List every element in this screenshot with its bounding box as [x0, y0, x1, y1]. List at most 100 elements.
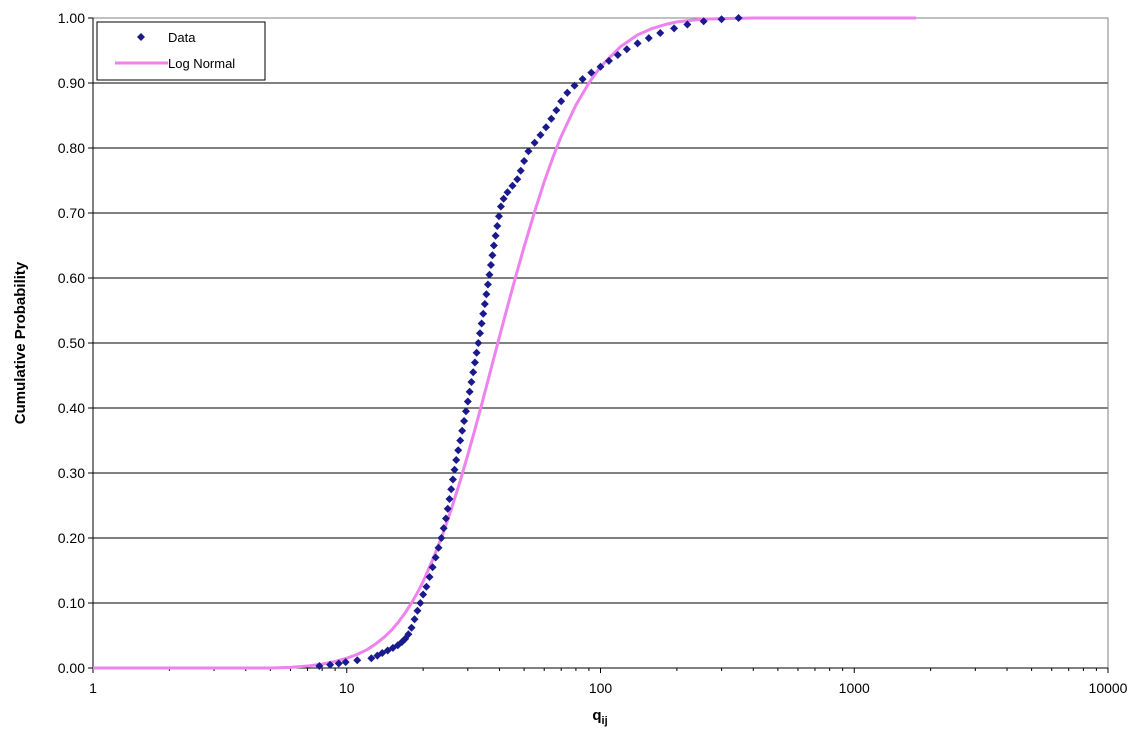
- data-point: [513, 175, 522, 184]
- data-point: [477, 319, 486, 328]
- data-point: [410, 615, 419, 624]
- data-point: [483, 280, 492, 289]
- data-point: [644, 34, 653, 43]
- data-point: [456, 436, 465, 445]
- data-point: [542, 123, 551, 132]
- x-axis-title: qij: [592, 707, 607, 727]
- data-point: [469, 368, 478, 377]
- data-point: [499, 194, 508, 203]
- data-point: [447, 485, 456, 494]
- data-point: [486, 261, 495, 269]
- data-point: [434, 543, 443, 552]
- y-tick-label: 0.20: [58, 530, 85, 546]
- data-point: [493, 222, 502, 230]
- data-point: [450, 465, 459, 474]
- data-point: [547, 114, 556, 123]
- data-point: [439, 524, 448, 533]
- x-tick-label: 1: [89, 680, 97, 696]
- data-point: [520, 157, 529, 165]
- data-point: [604, 56, 613, 65]
- y-axis: 0.00 0.10 0.20 0.30 0.40 0.50 0.60 0.70 0.80 0.90…: [58, 10, 93, 676]
- y-axis-title: Cumulative Probability: [12, 261, 29, 424]
- data-point: [656, 28, 665, 37]
- data-point: [578, 75, 587, 84]
- data-point: [404, 630, 413, 639]
- data-point: [458, 426, 467, 435]
- x-tick-label: 1000: [839, 680, 870, 696]
- data-point: [622, 45, 631, 54]
- y-tick-label: 0.00: [58, 660, 85, 676]
- y-tick-label: 0.70: [58, 205, 85, 221]
- y-tick-label: 1.00: [58, 10, 85, 26]
- data-point: [488, 251, 497, 260]
- data-point: [437, 534, 446, 542]
- x-tick-label: 10000: [1089, 680, 1128, 696]
- y-tick-label: 0.50: [58, 335, 85, 351]
- data-point: [717, 15, 726, 24]
- data-point: [467, 378, 476, 386]
- data-point: [419, 590, 428, 599]
- y-tick-label: 0.10: [58, 595, 85, 611]
- data-point: [496, 202, 505, 211]
- data-point: [530, 138, 539, 147]
- data-point: [596, 62, 605, 71]
- data-point: [422, 582, 431, 591]
- data-point: [613, 51, 622, 60]
- data-point: [460, 417, 469, 425]
- data-point: [472, 348, 481, 357]
- data-point: [448, 475, 457, 484]
- data-point: [508, 181, 517, 190]
- legend-box: [96, 21, 266, 81]
- data-point: [670, 24, 679, 33]
- data-point: [425, 573, 434, 581]
- data-point: [475, 329, 484, 338]
- data-point: [465, 387, 474, 396]
- data-point: [699, 17, 708, 26]
- series: [93, 14, 916, 671]
- data-point: [452, 456, 461, 464]
- y-tick-label: 0.30: [58, 465, 85, 481]
- data-point: [491, 231, 500, 240]
- data-point: [503, 188, 512, 197]
- data-point: [489, 241, 498, 250]
- data-point: [563, 88, 572, 97]
- data-point: [494, 212, 503, 221]
- data-point: [480, 300, 489, 308]
- y-tick-label: 0.60: [58, 270, 85, 286]
- x-axis-title-main: q: [592, 707, 601, 724]
- data-point: [326, 660, 335, 669]
- data-point: [570, 81, 579, 90]
- data-point: [334, 659, 343, 668]
- x-axis-title-subscript: ij: [602, 715, 608, 727]
- data-point: [734, 14, 743, 22]
- data-point: [463, 397, 472, 406]
- data-point: [445, 495, 454, 503]
- data-point: [378, 649, 387, 658]
- data-point: [367, 654, 376, 663]
- data-point: [482, 290, 491, 299]
- data-point: [552, 106, 561, 115]
- data-point: [557, 97, 566, 106]
- data-point: [633, 39, 642, 48]
- lognormal-line: [93, 16, 916, 670]
- data-point: [454, 446, 463, 455]
- data-point: [516, 166, 525, 175]
- data-point: [470, 358, 479, 367]
- legend-data-marker: [137, 33, 145, 41]
- data-point: [353, 656, 362, 665]
- data-point: [413, 606, 422, 615]
- legend-lognormal-label: Log Normal: [168, 56, 235, 71]
- x-tick-label: 100: [589, 680, 613, 696]
- data-point: [443, 504, 452, 513]
- data-point: [431, 553, 440, 562]
- data-point: [536, 131, 545, 139]
- data-point: [587, 68, 596, 77]
- y-tick-label: 0.40: [58, 400, 85, 416]
- data-point: [407, 623, 416, 632]
- data-point: [428, 563, 437, 572]
- y-tick-label: 0.80: [58, 140, 85, 156]
- data-point: [461, 407, 470, 416]
- data-point: [524, 147, 533, 156]
